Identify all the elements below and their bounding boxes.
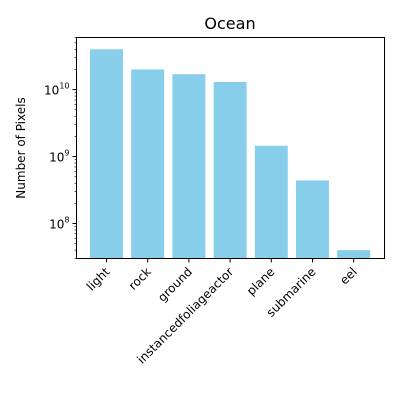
bars-layer <box>90 49 371 259</box>
plot-frame <box>76 37 385 259</box>
y-tick-label: 1010 <box>44 82 69 98</box>
bar-instancedfoliageactor <box>213 81 247 259</box>
chart-title: Ocean <box>204 14 255 33</box>
bar-ground <box>172 74 206 259</box>
bar-light <box>90 49 123 259</box>
bar-submarine <box>296 180 329 259</box>
y-axis-ticks: 108 109 1010 <box>44 37 77 259</box>
bar-eel <box>337 250 371 259</box>
bar-plane <box>254 145 288 259</box>
y-axis-label: Number of Pixels <box>14 97 28 198</box>
y-tick-label: 109 <box>49 149 69 165</box>
y-tick-label: 108 <box>49 215 69 231</box>
bar-rock <box>131 69 165 259</box>
